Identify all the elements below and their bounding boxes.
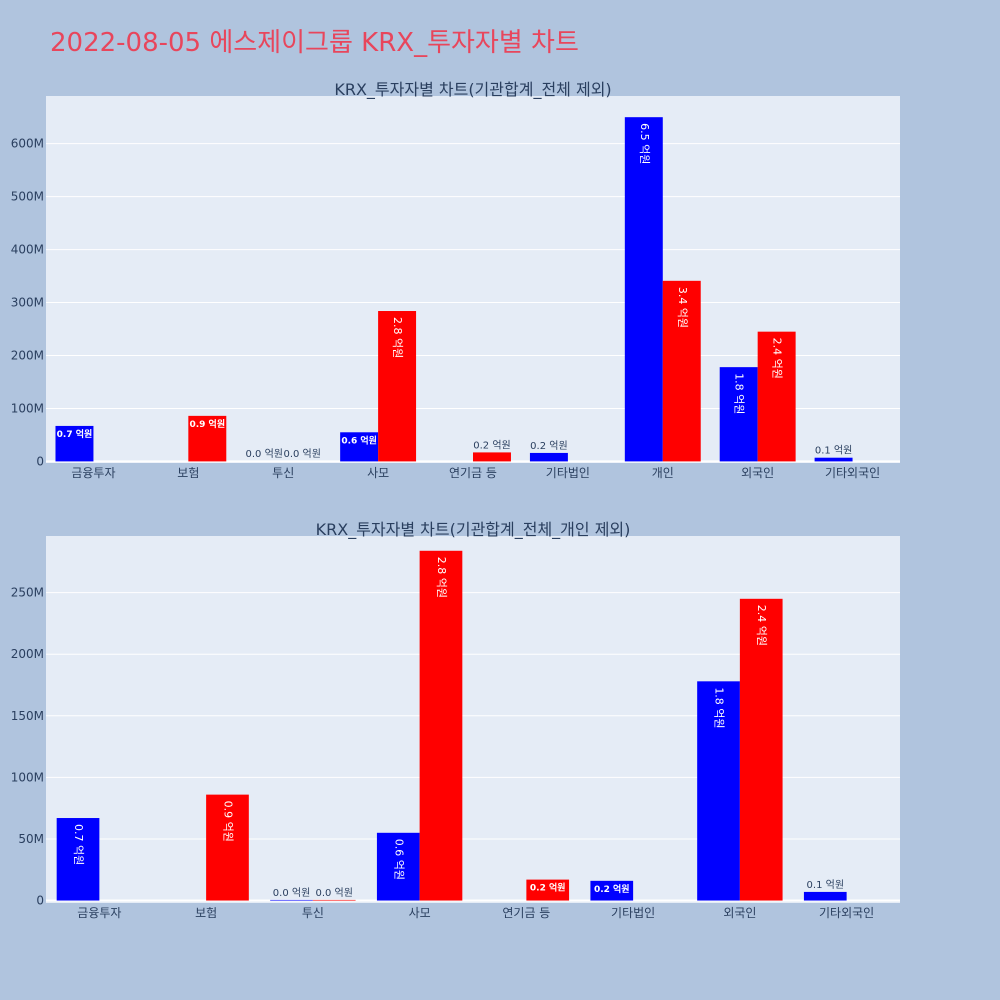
- data-label: 0.2 억원: [530, 882, 566, 894]
- x-tick-label: 기타법인: [546, 466, 590, 480]
- y-tick-label: 100M: [11, 401, 44, 415]
- y-tick-label: 500M: [11, 190, 44, 204]
- data-label: 0.0 억원: [246, 448, 283, 460]
- x-tick-label: 연기금 등: [502, 906, 550, 920]
- buy-bar: [340, 432, 379, 462]
- sell-bar: [188, 415, 227, 462]
- x-tick-label: 사모: [367, 466, 389, 480]
- x-tick-label: 보험: [195, 906, 217, 920]
- x-tick-label: 보험: [177, 466, 199, 480]
- data-label: 0.1 억원: [815, 445, 852, 457]
- sell-bar: [206, 794, 249, 901]
- chart-title: KRX_투자자별 차트(기관합계_전체 제외): [334, 80, 611, 100]
- buy-bar: [56, 818, 100, 901]
- buy-bar: [529, 452, 568, 462]
- data-label: 0.7 억원: [72, 824, 85, 865]
- x-tick-label: 연기금 등: [449, 466, 497, 480]
- x-tick-label: 개인: [652, 466, 674, 480]
- data-label: 2.4 억원: [755, 605, 768, 646]
- chart-2: KRX_투자자별 차트(기관합계_전체_개인 제외) 0 50M 100M 150M 20…: [11, 520, 900, 920]
- data-label: 3.4 억원: [676, 287, 689, 328]
- buy-bar: [803, 891, 847, 901]
- y-tick-label: 400M: [11, 243, 44, 257]
- data-label: 0.6 억원: [341, 434, 377, 446]
- sell-bar: [473, 452, 511, 462]
- sell-bar: [526, 879, 570, 901]
- data-label: 1.8 억원: [733, 373, 746, 414]
- data-label: 2.8 억원: [435, 557, 448, 598]
- buy-bar: [590, 880, 634, 901]
- page-title: 2022-08-05 에스제이그룹 KRX_투자자별 차트: [50, 28, 579, 58]
- sell-bar: [312, 899, 356, 901]
- sell-bar: [378, 311, 417, 462]
- data-label: 0.0 억원: [315, 887, 352, 899]
- data-label: 0.1 억원: [807, 879, 844, 891]
- sell-bar: [662, 280, 701, 462]
- sell-bar: [419, 550, 463, 901]
- y-tick-label: 0: [36, 894, 44, 908]
- x-tick-label: 금융투자: [77, 906, 121, 920]
- y-tick-label: 50M: [18, 832, 44, 846]
- x-tick-label: 외국인: [741, 466, 774, 480]
- buy-bar: [376, 832, 420, 901]
- buy-bar: [719, 367, 758, 462]
- y-tick-label: 300M: [11, 296, 44, 310]
- y-tick-label: 200M: [11, 647, 44, 661]
- chart-title: KRX_투자자별 차트(기관합계_전체_개인 제외): [316, 520, 631, 540]
- x-tick-label: 기타외국인: [825, 466, 880, 480]
- y-tick-label: 250M: [11, 586, 44, 600]
- buy-bar: [270, 899, 313, 901]
- x-tick-label: 투신: [302, 906, 324, 920]
- y-tick-label: 600M: [11, 137, 44, 151]
- x-tick-label: 기타법인: [611, 906, 655, 920]
- data-label: 0.0 억원: [283, 448, 320, 460]
- data-label: 6.5 억원: [638, 123, 651, 164]
- buy-bar: [814, 457, 853, 462]
- x-tick-label: 투신: [272, 466, 294, 480]
- x-tick-label: 금융투자: [71, 466, 115, 480]
- x-tick-label: 외국인: [723, 906, 756, 920]
- data-label: 0.0 억원: [273, 887, 310, 899]
- y-tick-label: 0: [36, 454, 44, 468]
- y-tick-label: 200M: [11, 348, 44, 362]
- x-tick-label: 사모: [409, 906, 431, 920]
- data-label: 0.7 억원: [57, 428, 93, 440]
- y-tick-label: 150M: [11, 709, 44, 723]
- data-label: 0.2 억원: [594, 883, 630, 895]
- data-label: 0.2 억원: [473, 439, 510, 451]
- sell-bar: [757, 331, 796, 462]
- data-label: 0.2 억원: [530, 440, 567, 452]
- data-label: 0.9 억원: [221, 801, 234, 842]
- data-label: 0.6 억원: [392, 839, 405, 880]
- buy-bar: [624, 117, 663, 462]
- data-label: 1.8 억원: [713, 687, 726, 728]
- data-label: 2.8 억원: [391, 317, 404, 358]
- chart-1: KRX_투자자별 차트(기관합계_전체 제외) 0 100M 200M 300M 400M…: [11, 80, 900, 480]
- x-tick-label: 기타외국인: [819, 906, 874, 920]
- buy-bar: [697, 681, 740, 901]
- buy-bar: [55, 425, 94, 462]
- y-tick-label: 100M: [11, 770, 44, 784]
- sell-bar: [739, 598, 783, 901]
- data-label: 0.9 억원: [189, 418, 225, 430]
- data-label: 2.4 억원: [771, 338, 784, 379]
